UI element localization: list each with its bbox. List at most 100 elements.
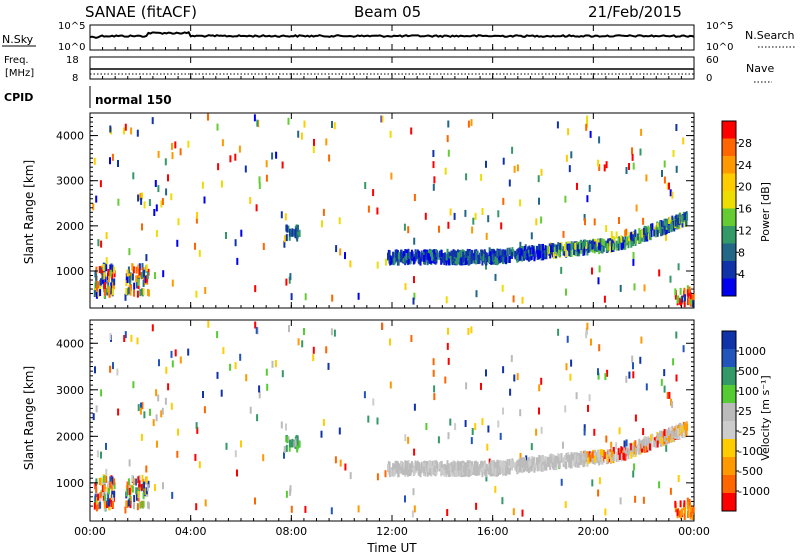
echo-cell: [589, 130, 592, 138]
echo-cell: [140, 197, 143, 205]
echo-cell: [474, 252, 477, 260]
echo-cell: [542, 464, 545, 472]
echo-cell: [521, 254, 523, 262]
echo-cell: [148, 199, 151, 206]
echo-cell: [552, 463, 555, 471]
ytick-label: 4000: [56, 337, 84, 350]
echo-cell: [240, 440, 242, 448]
echo-cell: [596, 243, 599, 251]
ytick-label: 4000: [56, 130, 84, 143]
echo-cell: [524, 246, 526, 253]
echo-cell: [344, 252, 346, 260]
echo-cell: [656, 440, 659, 448]
echo-cell: [499, 466, 502, 474]
echo-cell: [385, 258, 388, 266]
echo-cell: [466, 248, 469, 256]
echo-cell: [417, 462, 420, 469]
echo-cell: [283, 451, 285, 459]
echo-cell: [424, 212, 427, 220]
echo-cell: [298, 440, 301, 448]
echo-cell: [681, 220, 684, 228]
echo-cell: [400, 249, 403, 257]
echo-cell: [570, 461, 573, 469]
echo-cell: [288, 325, 290, 333]
time-tick-label: 16:00: [477, 525, 509, 538]
echo-cell: [598, 136, 601, 144]
echo-cell: [402, 462, 405, 470]
echo-cell: [626, 448, 629, 456]
echo-cell: [412, 297, 415, 305]
echo-cell: [433, 385, 436, 393]
echo-cell: [167, 383, 170, 391]
echo-cell: [109, 157, 111, 165]
echo-cell: [135, 478, 138, 486]
echo-cell: [663, 369, 666, 377]
echo-cell: [532, 458, 535, 466]
echo-cell: [458, 462, 461, 470]
echo-cell: [610, 231, 613, 238]
echo-cell: [533, 460, 536, 468]
echo-cell: [111, 476, 114, 484]
echo-cell: [588, 394, 591, 402]
echo-cell: [641, 445, 643, 453]
echo-cell: [394, 461, 397, 469]
colorbar-swatch: [722, 421, 736, 440]
echo-cell: [128, 487, 131, 495]
echo-cell: [660, 220, 663, 228]
ytick-label: 2000: [56, 430, 84, 443]
echo-cell: [412, 469, 415, 477]
echo-cell: [144, 275, 147, 283]
echo-cell: [304, 293, 307, 301]
echo-cell: [659, 431, 662, 439]
echo-cell: [471, 428, 474, 435]
echo-cell: [109, 481, 112, 489]
echo-cell: [407, 257, 410, 265]
echo-cell: [634, 229, 637, 237]
echo-cell: [562, 441, 564, 449]
echo-cell: [388, 250, 391, 258]
echo-cell: [245, 374, 248, 382]
echo-cell: [602, 449, 605, 457]
echo-cell: [563, 243, 566, 251]
echo-cell: [530, 252, 533, 260]
echo-cell: [529, 247, 532, 255]
echo-cell: [116, 368, 119, 376]
echo-cell: [521, 466, 523, 473]
echo-cell: [107, 268, 110, 276]
echo-cell: [249, 197, 252, 204]
echo-cell: [685, 219, 688, 227]
echo-cell: [465, 173, 468, 181]
echo-cell: [415, 463, 418, 471]
echo-cell: [156, 440, 158, 448]
echo-cell: [552, 243, 555, 251]
echo-cell: [658, 481, 661, 489]
echo-cell: [462, 254, 465, 262]
echo-cell: [483, 250, 486, 258]
echo-cell: [104, 489, 107, 496]
echo-cell: [599, 449, 602, 457]
echo-cell: [609, 456, 612, 464]
echo-cell: [103, 484, 106, 492]
echo-cell: [608, 449, 610, 457]
echo-cell: [598, 242, 601, 250]
echo-cell: [542, 243, 544, 251]
echo-cell: [633, 463, 636, 471]
echo-cell: [140, 483, 143, 491]
echo-cell: [588, 184, 591, 192]
echo-cell: [99, 501, 102, 509]
echo-cell: [683, 300, 686, 308]
echo-cell: [675, 124, 678, 131]
echo-cell: [144, 487, 147, 495]
echo-cell: [500, 255, 503, 263]
echo-cell: [338, 427, 341, 435]
echo-cell: [529, 458, 532, 466]
echo-cell: [132, 478, 135, 486]
echo-cell: [136, 290, 139, 298]
echo-cell: [394, 250, 397, 258]
echo-cell: [453, 212, 456, 220]
velocity-echoes: [92, 320, 695, 521]
echo-cell: [106, 497, 109, 505]
echo-cell: [109, 476, 112, 484]
echo-cell: [581, 452, 584, 460]
colorbar-tick-label: 1000: [738, 345, 766, 358]
